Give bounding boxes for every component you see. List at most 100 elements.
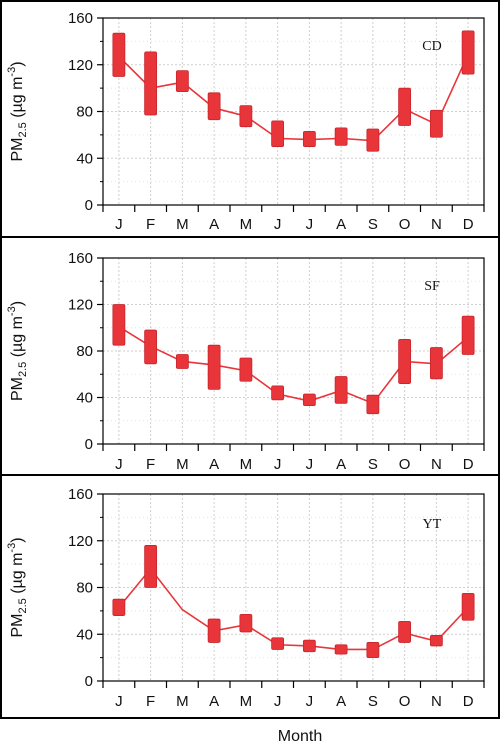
- x-tick-label: J: [306, 216, 314, 233]
- range-box: [302, 393, 316, 407]
- range-box: [302, 130, 316, 147]
- range-box: [398, 338, 412, 384]
- y-tick-label: 120: [68, 297, 93, 314]
- range-box: [366, 394, 380, 415]
- range-box: [207, 344, 221, 390]
- y-tick-label: 160: [68, 250, 93, 267]
- range-box: [239, 357, 253, 382]
- range-box: [429, 347, 443, 380]
- range-box: [239, 613, 253, 633]
- panel-frame-yt: [0, 474, 500, 719]
- range-box: [271, 385, 285, 401]
- range-box: [271, 120, 285, 147]
- range-box: [334, 644, 348, 655]
- x-tick-label: M: [240, 693, 253, 710]
- y-tick-label: 0: [85, 673, 93, 690]
- y-tick-label: 160: [68, 486, 93, 503]
- y-axis-title: PM2.5 (µg m-3): [6, 301, 29, 401]
- x-tick-label: M: [176, 216, 189, 233]
- x-tick-label: S: [368, 693, 378, 710]
- x-tick-label: A: [209, 456, 219, 473]
- panel-cd: 0 40 80 120 160 J F M A M J J A S O N D PM2.5 (µg m-3) CD: [6, 10, 485, 233]
- range-box: [461, 592, 475, 621]
- range-box: [461, 315, 475, 355]
- range-box: [144, 329, 158, 365]
- panel-sf: 0 40 80 120 160 J F M A M J J A S O N D PM2.5 (µg m-3) SF: [6, 250, 485, 473]
- site-label: CD: [422, 39, 441, 54]
- x-tick-label: J: [306, 456, 314, 473]
- y-tick-label: 40: [76, 626, 93, 643]
- range-box: [112, 32, 126, 77]
- range-box: [398, 87, 412, 126]
- range-box: [112, 598, 126, 616]
- x-tick-label: A: [209, 216, 219, 233]
- x-tick-label: M: [176, 456, 189, 473]
- x-tick-label: M: [176, 693, 189, 710]
- y-axis-title: PM2.5 (µg m-3): [6, 61, 29, 161]
- range-box: [112, 304, 126, 346]
- mean-line: [118, 53, 469, 142]
- x-tick-label: N: [431, 456, 442, 473]
- y-tick-label: 40: [76, 390, 93, 407]
- range-box: [271, 637, 285, 650]
- range-box: [366, 642, 380, 659]
- x-tick-label: A: [336, 216, 346, 233]
- y-tick-label: 0: [85, 197, 93, 214]
- x-tick-label: M: [240, 456, 253, 473]
- x-tick-label: A: [336, 456, 346, 473]
- y-tick-label: 80: [76, 104, 93, 121]
- range-box: [175, 70, 189, 93]
- x-tick-label: J: [274, 693, 282, 710]
- x-tick-label: D: [463, 693, 474, 710]
- range-box: [461, 30, 475, 75]
- x-tick-label: O: [399, 693, 411, 710]
- x-tick-label: S: [368, 216, 378, 233]
- y-tick-label: 80: [76, 580, 93, 597]
- mean-line: [118, 325, 469, 405]
- x-tick-label: D: [463, 216, 474, 233]
- x-tick-label: O: [399, 456, 411, 473]
- range-box: [207, 618, 221, 643]
- y-tick-label: 120: [68, 533, 93, 550]
- y-tick-label: 160: [68, 10, 93, 27]
- x-tick-label: N: [431, 693, 442, 710]
- x-tick-label: D: [463, 456, 474, 473]
- panel-yt: 0 40 80 120 160 J F M A M J J A S O N D PM2.5 (µg m-3) YT: [6, 486, 485, 710]
- site-label: SF: [424, 279, 440, 294]
- y-tick-label: 120: [68, 57, 93, 74]
- range-box: [366, 128, 380, 152]
- x-tick-label: J: [274, 216, 282, 233]
- x-tick-label: J: [274, 456, 282, 473]
- range-box: [334, 127, 348, 146]
- range-box: [429, 109, 443, 138]
- x-tick-label: F: [146, 693, 155, 710]
- x-tick-label: F: [146, 456, 155, 473]
- range-box: [429, 635, 443, 647]
- x-axis-title: Month: [278, 728, 322, 745]
- range-box: [144, 51, 158, 116]
- mean-line: [118, 567, 469, 651]
- range-box: [239, 105, 253, 128]
- y-axis-title: PM2.5 (µg m-3): [6, 537, 29, 637]
- x-tick-label: N: [431, 216, 442, 233]
- x-tick-label: J: [115, 216, 123, 233]
- range-box: [144, 545, 158, 588]
- y-tick-label: 80: [76, 343, 93, 360]
- range-box: [334, 376, 348, 404]
- site-label: YT: [423, 517, 442, 532]
- x-tick-label: M: [240, 216, 253, 233]
- x-tick-label: A: [336, 693, 346, 710]
- x-tick-label: J: [115, 693, 123, 710]
- y-tick-label: 40: [76, 150, 93, 167]
- range-box: [398, 620, 412, 643]
- range-box: [207, 92, 221, 121]
- x-tick-label: J: [306, 693, 314, 710]
- x-tick-label: A: [209, 693, 219, 710]
- range-box: [302, 639, 316, 653]
- y-tick-label: 0: [85, 436, 93, 453]
- x-tick-label: O: [399, 216, 411, 233]
- x-tick-label: S: [368, 456, 378, 473]
- range-box: [175, 354, 189, 369]
- chart-panels: 0 40 80 120 160 J F M A M J J A S O N D PM2.5 (µg m-3) CD 0…: [6, 10, 485, 710]
